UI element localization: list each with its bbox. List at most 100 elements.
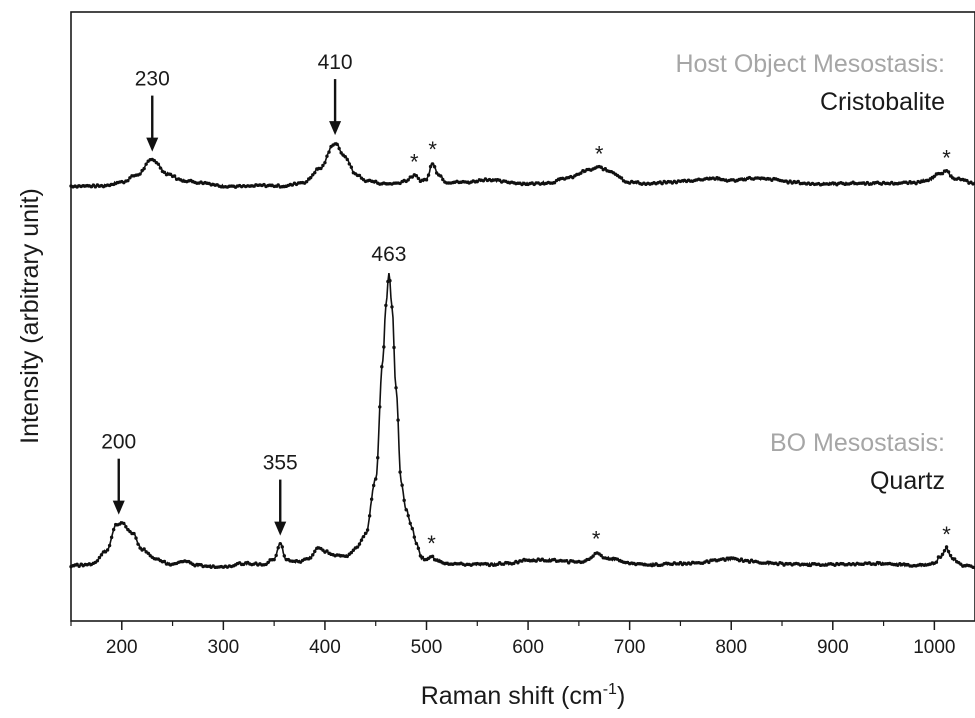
series-1-point xyxy=(567,561,571,565)
series-0-point xyxy=(276,183,280,187)
series-0-point xyxy=(162,170,167,175)
series-1-point xyxy=(430,554,435,559)
arrow-head-230 xyxy=(146,137,159,152)
peak-annotation-200: 200 xyxy=(101,431,136,515)
series-1-point xyxy=(371,483,376,488)
series-1-point xyxy=(349,550,354,555)
series-1-point xyxy=(355,545,360,549)
x-tick-label-500: 500 xyxy=(411,637,443,658)
series-0-point xyxy=(345,157,349,162)
series-line-0 xyxy=(70,141,975,189)
series-0-point xyxy=(138,172,142,176)
series-1-point xyxy=(380,365,384,369)
arrow-head-410 xyxy=(329,121,342,136)
series-line-1 xyxy=(70,272,975,569)
star-marker: * xyxy=(592,526,601,551)
series-1-point xyxy=(414,541,419,546)
series-1-point xyxy=(384,303,388,308)
series-0-point xyxy=(335,142,339,146)
series-1-point xyxy=(394,386,398,390)
series-1-point xyxy=(111,527,116,532)
series-0-point xyxy=(946,170,951,174)
x-tick-label-800: 800 xyxy=(715,637,747,658)
series-1-point xyxy=(107,543,112,548)
series-1-point xyxy=(272,557,276,562)
series-0-point xyxy=(426,173,431,177)
series-0-point xyxy=(321,163,325,168)
x-axis-title: Raman shift (cm-1) xyxy=(421,681,626,710)
series-1-point xyxy=(345,554,349,559)
series-1-point xyxy=(97,555,102,560)
series-0-point xyxy=(347,162,352,166)
series-1-point xyxy=(739,557,744,561)
series-0-point xyxy=(428,164,433,169)
series-1-point xyxy=(313,549,317,554)
series-1-point xyxy=(122,521,126,526)
x-tick-label-200: 200 xyxy=(106,637,138,658)
series-1-point xyxy=(325,549,329,553)
star-marker: * xyxy=(942,146,951,171)
series-1-point xyxy=(369,497,374,501)
peak-annotation-230: 230 xyxy=(135,68,170,152)
series-1-point xyxy=(142,547,146,551)
series-1-point xyxy=(282,554,286,558)
series-1-point xyxy=(134,536,138,540)
series-0-point xyxy=(343,155,347,159)
arrow-head-355 xyxy=(274,521,287,536)
series-0-point xyxy=(327,150,331,154)
series-1-point xyxy=(99,553,104,557)
x-axis-title-end: ) xyxy=(617,682,625,710)
x-tick-label-400: 400 xyxy=(309,637,341,658)
series-1-point xyxy=(105,548,110,552)
series-label-bo-line1: BO Mesostasis: xyxy=(770,429,945,457)
series-0-point xyxy=(441,177,445,182)
series-1-point xyxy=(534,559,538,563)
series-0-point xyxy=(660,181,664,186)
series-0-point xyxy=(619,176,624,180)
series-1-point xyxy=(402,498,406,503)
series-1-point xyxy=(599,553,603,558)
peak-label-200: 200 xyxy=(101,431,136,454)
series-0-point xyxy=(357,173,362,178)
series-0-point xyxy=(932,174,937,178)
x-axis-title-main: Raman shift (cm xyxy=(421,682,603,710)
series-1-point xyxy=(124,525,128,529)
series-0-point xyxy=(313,170,317,175)
series-1-point xyxy=(136,542,140,546)
series-1-point xyxy=(132,531,136,536)
series-0-point xyxy=(432,165,437,169)
x-axis-title-sup: -1 xyxy=(603,681,617,698)
x-tick-label-900: 900 xyxy=(817,637,849,658)
series-1-point xyxy=(278,541,282,546)
series-1-point xyxy=(410,526,414,531)
series-label-host-line2: Cristobalite xyxy=(820,88,945,116)
x-tick-label-600: 600 xyxy=(512,637,544,658)
series-1-point xyxy=(361,534,366,539)
series-0-point xyxy=(142,166,146,171)
series-1-point xyxy=(416,546,421,551)
series-0-point xyxy=(914,181,918,186)
x-tick-label-700: 700 xyxy=(614,637,646,658)
series-1-point xyxy=(363,531,368,536)
annotation-layer: 230 410 200 355 463 * * * * * * * xyxy=(101,51,951,556)
series-1-point xyxy=(274,553,278,558)
series-layer xyxy=(69,141,975,570)
star-marker: * xyxy=(942,522,951,547)
series-0-point xyxy=(325,154,329,158)
series-0-point xyxy=(156,162,161,166)
star-marker: * xyxy=(595,141,604,166)
x-tick-label-300: 300 xyxy=(208,637,240,658)
series-0-point xyxy=(796,179,800,184)
series-1-point xyxy=(388,279,392,283)
series-0-point xyxy=(603,167,607,171)
series-1-point xyxy=(408,521,412,526)
series-0-point xyxy=(172,174,177,178)
peak-annotation-355: 355 xyxy=(263,452,298,536)
series-1-point xyxy=(276,546,280,550)
series-0-point xyxy=(144,162,148,166)
series-0-point xyxy=(430,162,435,166)
series-0-point xyxy=(311,173,315,177)
series-1-point xyxy=(412,535,417,539)
series-1-point xyxy=(944,545,949,549)
